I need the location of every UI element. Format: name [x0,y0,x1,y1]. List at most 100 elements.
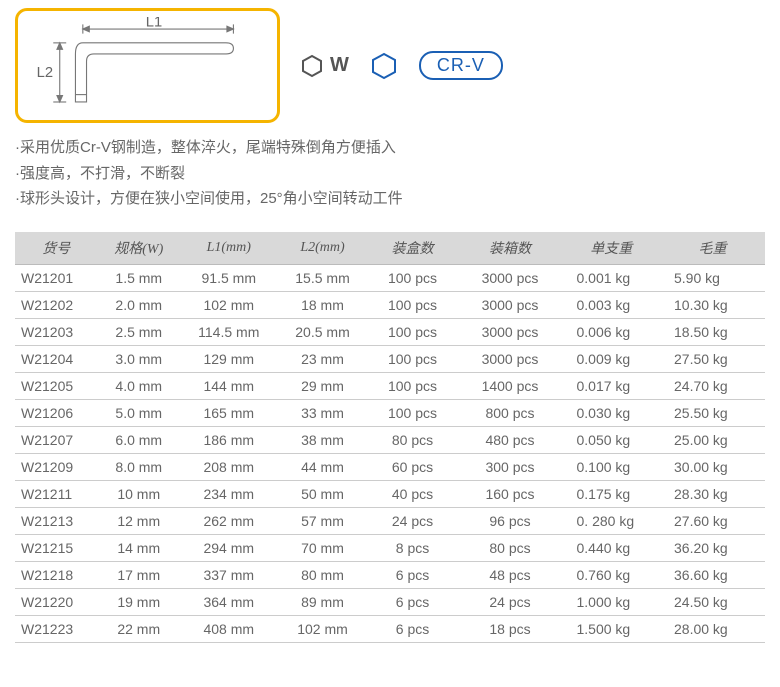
table-cell: W21209 [15,453,98,480]
table-row: W2121817 mm337 mm80 mm6 pcs48 pcs0.760 k… [15,561,765,588]
table-cell: W21218 [15,561,98,588]
table-cell: 60 pcs [368,453,458,480]
table-cell: 2.0 mm [98,291,181,318]
table-cell: 24 pcs [368,507,458,534]
table-cell: 2.5 mm [98,318,181,345]
table-cell: 114.5 mm [180,318,278,345]
table-cell: W21203 [15,318,98,345]
table-cell: 96 pcs [458,507,563,534]
table-cell: 0.440 kg [563,534,661,561]
table-cell: 18.50 kg [660,318,765,345]
table-cell: W21204 [15,345,98,372]
table-header-cell: 装箱数 [458,232,563,265]
table-cell: 0.175 kg [563,480,661,507]
table-cell: 6 pcs [368,615,458,642]
l1-label: L1 [146,17,162,30]
table-cell: 160 pcs [458,480,563,507]
table-row: W212076.0 mm186 mm38 mm80 pcs480 pcs0.05… [15,426,765,453]
table-cell: 19 mm [98,588,181,615]
table-header-cell: 规格(W) [98,232,181,265]
table-header-cell: L1(mm) [180,232,278,265]
table-row: W212011.5 mm91.5 mm15.5 mm100 pcs3000 pc… [15,264,765,291]
table-cell: 50 mm [278,480,368,507]
table-row: W2121110 mm234 mm50 mm40 pcs160 pcs0.175… [15,480,765,507]
table-cell: 44 mm [278,453,368,480]
table-cell: 36.60 kg [660,561,765,588]
table-cell: 102 mm [278,615,368,642]
table-row: W2122322 mm408 mm102 mm6 pcs18 pcs1.500 … [15,615,765,642]
table-row: W212054.0 mm144 mm29 mm100 pcs1400 pcs0.… [15,372,765,399]
diagram-row: L1 L2 W CR-V [15,8,765,123]
table-cell: 6 pcs [368,561,458,588]
table-cell: 1400 pcs [458,372,563,399]
table-cell: 100 pcs [368,399,458,426]
table-cell: 12 mm [98,507,181,534]
table-cell: 8 pcs [368,534,458,561]
table-cell: 186 mm [180,426,278,453]
table-row: W212098.0 mm208 mm44 mm60 pcs300 pcs0.10… [15,453,765,480]
table-cell: 80 mm [278,561,368,588]
table-cell: 80 pcs [458,534,563,561]
table-cell: 14 mm [98,534,181,561]
table-cell: 25.00 kg [660,426,765,453]
table-cell: 262 mm [180,507,278,534]
table-cell: 24.70 kg [660,372,765,399]
table-cell: 28.30 kg [660,480,765,507]
table-row: W212022.0 mm102 mm18 mm100 pcs3000 pcs0.… [15,291,765,318]
table-cell: 3.0 mm [98,345,181,372]
table-cell: 144 mm [180,372,278,399]
table-cell: 102 mm [180,291,278,318]
table-cell: 33 mm [278,399,368,426]
table-cell: 294 mm [180,534,278,561]
table-cell: 10.30 kg [660,291,765,318]
table-cell: 208 mm [180,453,278,480]
table-cell: 408 mm [180,615,278,642]
table-cell: 100 pcs [368,345,458,372]
description-block: ·采用优质Cr-V钢制造，整体淬火，尾端特殊倒角方便插入 ·强度高，不打滑，不断… [15,135,765,212]
table-cell: 25.50 kg [660,399,765,426]
table-cell: W21202 [15,291,98,318]
hex-solid-icon: W [300,54,349,78]
table-cell: 0.003 kg [563,291,661,318]
table-cell: 165 mm [180,399,278,426]
crv-badge: CR-V [419,51,503,80]
table-cell: 20.5 mm [278,318,368,345]
table-row: W2122019 mm364 mm89 mm6 pcs24 pcs1.000 k… [15,588,765,615]
table-cell: 15.5 mm [278,264,368,291]
table-cell: 0.030 kg [563,399,661,426]
table-cell: 0.050 kg [563,426,661,453]
table-cell: W21205 [15,372,98,399]
table-cell: 1.500 kg [563,615,661,642]
table-row: W212032.5 mm114.5 mm20.5 mm100 pcs3000 p… [15,318,765,345]
table-cell: 0.100 kg [563,453,661,480]
spec-table: 货号规格(W)L1(mm)L2(mm)装盒数装箱数单支重毛重 W212011.5… [15,232,765,643]
wrench-diagram: L1 L2 [15,8,280,123]
table-cell: 129 mm [180,345,278,372]
table-header-cell: 单支重 [563,232,661,265]
desc-line: ·强度高，不打滑，不断裂 [15,161,765,187]
table-cell: 480 pcs [458,426,563,453]
table-cell: 234 mm [180,480,278,507]
desc-line: ·球形头设计，方便在狭小空间使用，25°角小空间转动工件 [15,186,765,212]
table-cell: 3000 pcs [458,264,563,291]
table-header-cell: 毛重 [660,232,765,265]
table-cell: 38 mm [278,426,368,453]
table-cell: 1.5 mm [98,264,181,291]
table-cell: 0.006 kg [563,318,661,345]
table-cell: 6.0 mm [98,426,181,453]
table-cell: 40 pcs [368,480,458,507]
table-cell: W21213 [15,507,98,534]
table-cell: W21211 [15,480,98,507]
table-cell: 28.00 kg [660,615,765,642]
table-header-cell: L2(mm) [278,232,368,265]
table-row: W212065.0 mm165 mm33 mm100 pcs800 pcs0.0… [15,399,765,426]
table-cell: W21207 [15,426,98,453]
table-cell: 5.90 kg [660,264,765,291]
table-cell: 3000 pcs [458,345,563,372]
table-header-row: 货号规格(W)L1(mm)L2(mm)装盒数装箱数单支重毛重 [15,232,765,265]
table-row: W2121514 mm294 mm70 mm8 pcs80 pcs0.440 k… [15,534,765,561]
table-cell: 24 pcs [458,588,563,615]
table-cell: 100 pcs [368,372,458,399]
table-cell: 800 pcs [458,399,563,426]
table-row: W212043.0 mm129 mm23 mm100 pcs3000 pcs0.… [15,345,765,372]
